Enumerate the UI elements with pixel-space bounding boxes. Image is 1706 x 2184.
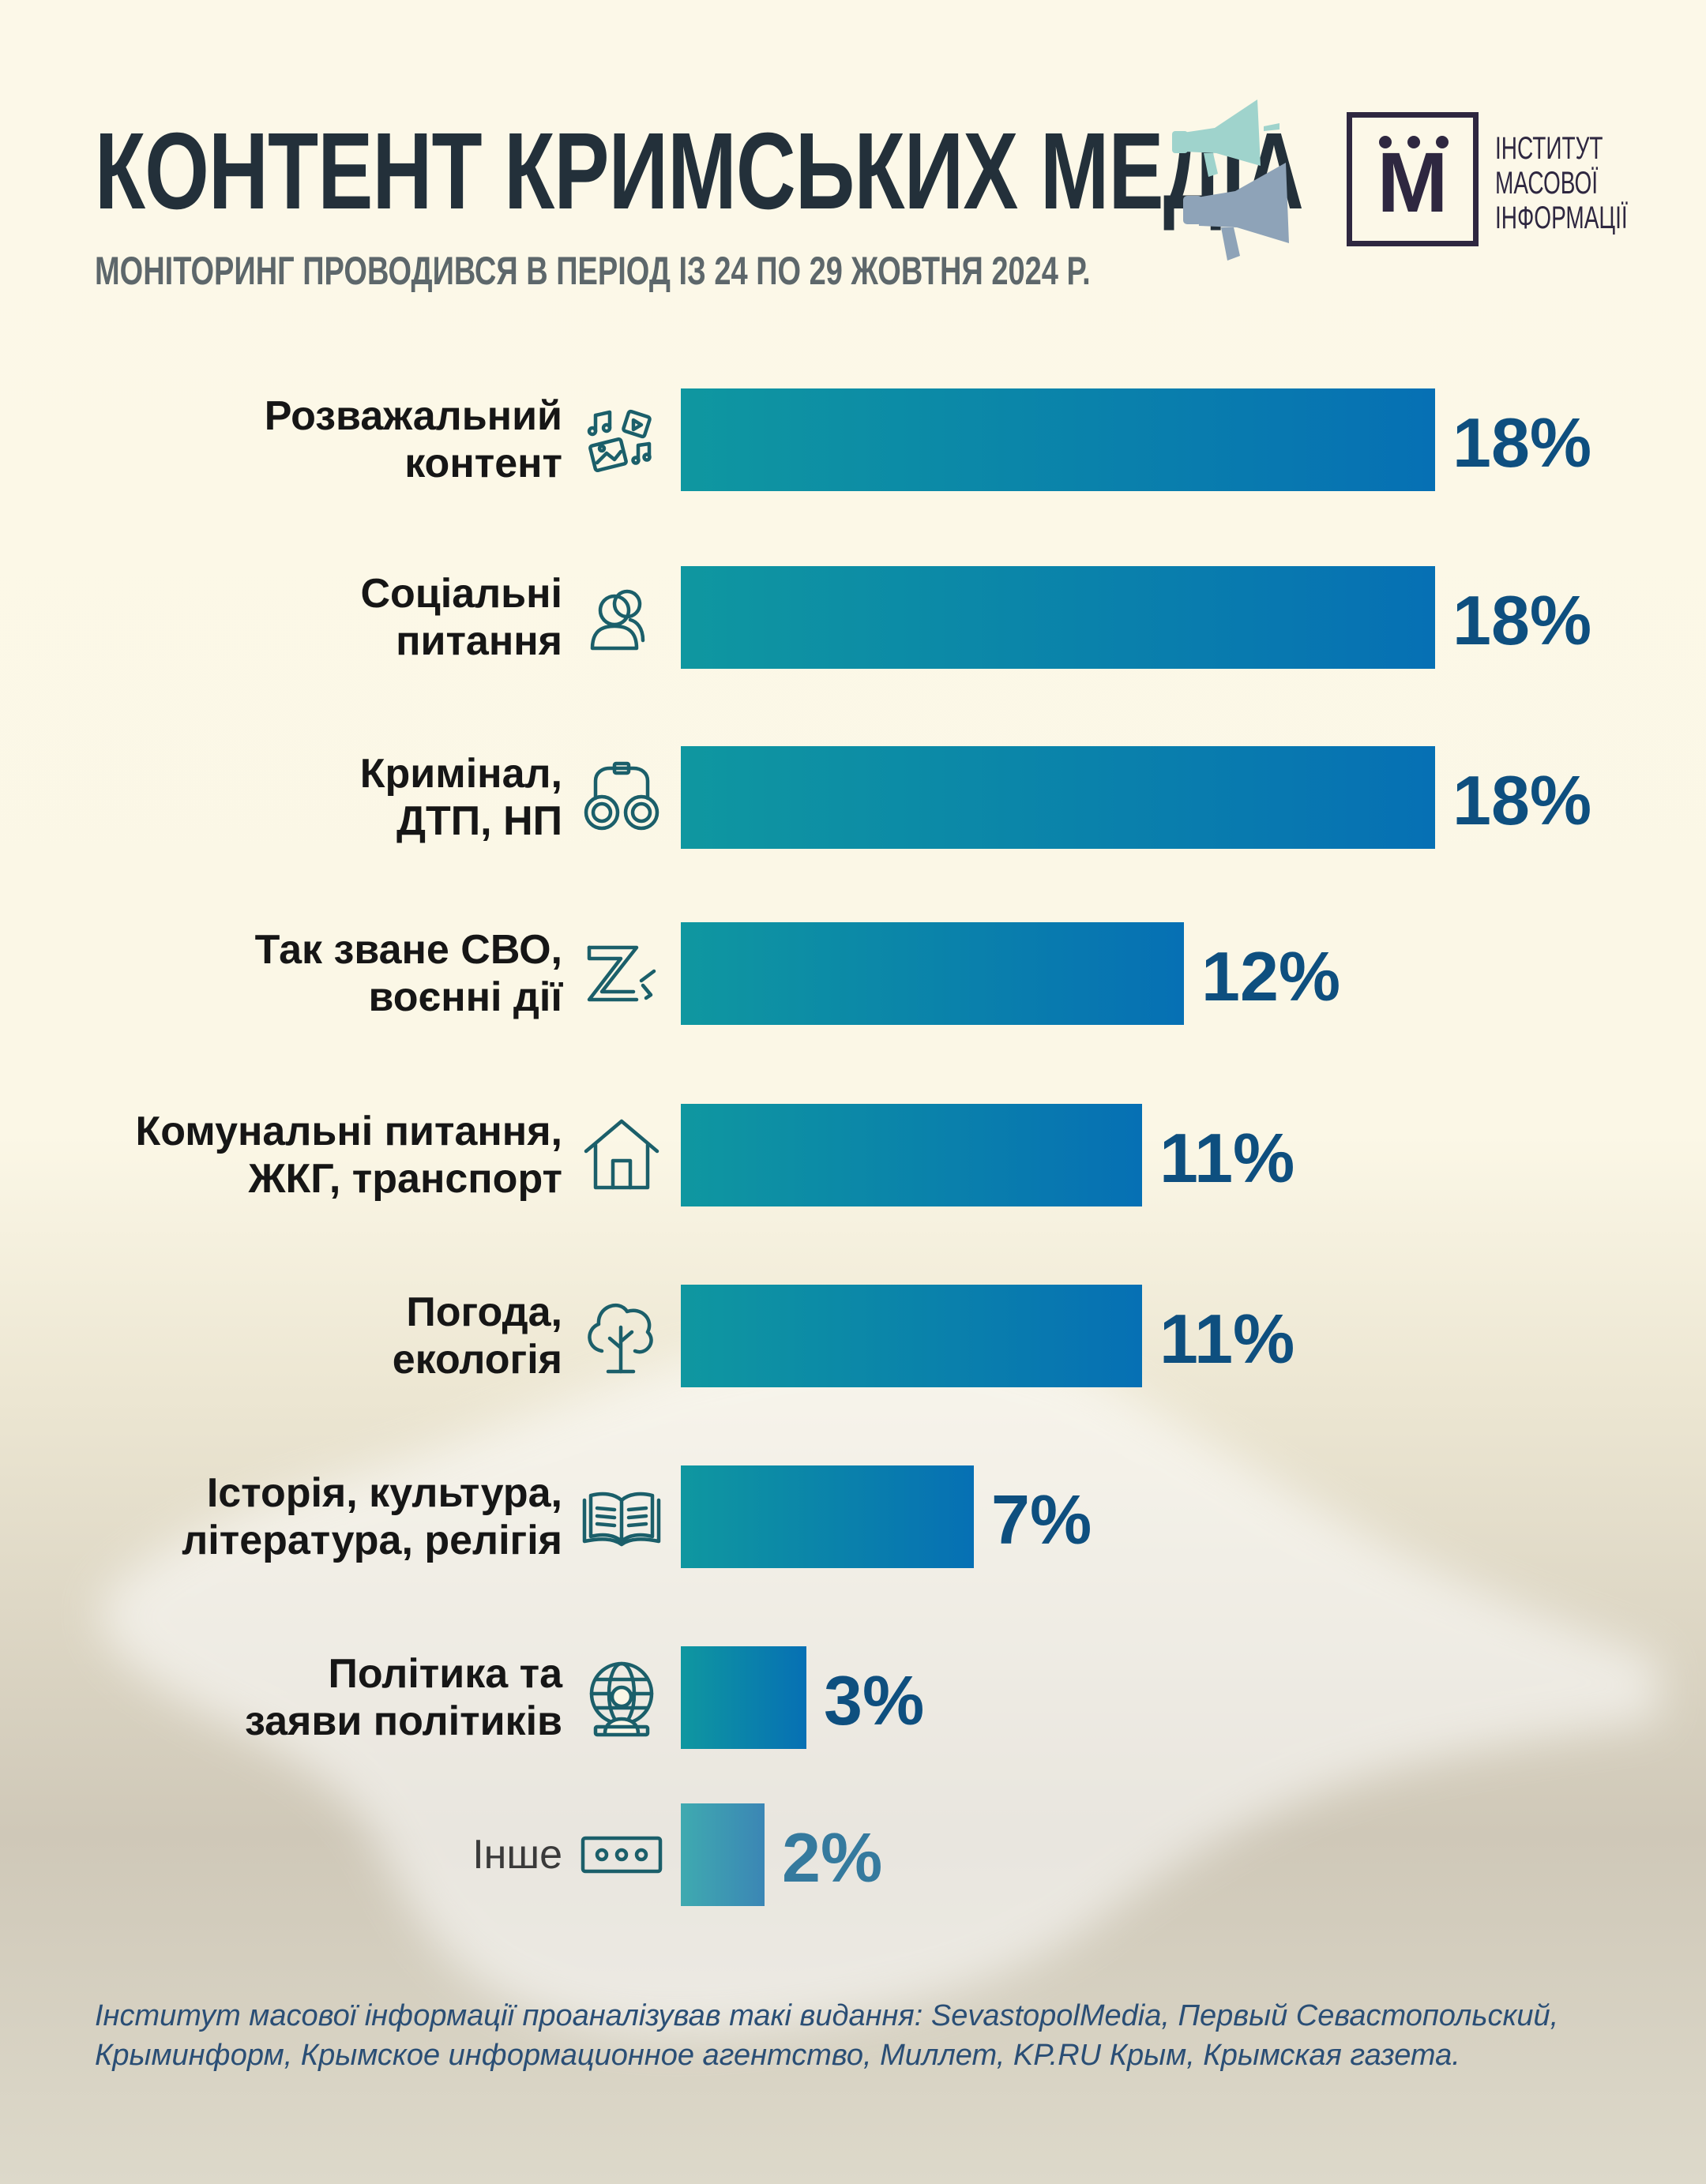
bar-value-label: 2% [782,1818,883,1897]
category-label-line: Інше [472,1832,562,1878]
bar-value-label: 3% [824,1661,925,1739]
bar [681,1803,765,1906]
category-label: Розважальний контент [47,392,562,487]
category-label-line: Політика та [328,1651,562,1697]
media-entertainment-icon [587,409,652,472]
logo-letter: М [1377,134,1449,230]
house-icon [584,1119,659,1190]
logo-text-line: ІНСТИТУТ [1495,131,1603,166]
z-symbol-icon [587,945,656,1002]
bar-value-label: 12% [1201,937,1341,1015]
dots-box-icon [581,1836,663,1874]
bar [681,922,1184,1025]
megaphone-icon [1172,99,1289,261]
category-label-line: воєнні дії [368,974,562,1020]
category-label-line: ЖКГ, транспорт [248,1156,562,1202]
category-label: Так зване СВО, воєнні дії [47,926,562,1021]
category-label-line: Погода, [406,1289,562,1335]
category-label-line: заяви політиків [244,1698,562,1744]
category-label: Історія, культура, література, релігія [47,1469,562,1564]
category-label-line: ДТП, НП [396,798,562,844]
bar [681,1465,974,1568]
logo-text-line: ІНФОРМАЦІЇ [1495,201,1628,235]
page-subtitle: МОНІТОРИНГ ПРОВОДИВСЯ В ПЕРІОД ІЗ 24 ПО … [95,249,1091,293]
category-label: Соціальні питання [47,570,562,665]
category-label-line: Так зване СВО, [254,927,562,973]
logo-text-line: МАСОВОЇ [1495,166,1599,201]
bar-value-label: 7% [991,1480,1092,1559]
category-label-line: контент [404,441,562,486]
category-label-line: Соціальні [360,571,562,617]
category-label: Кримінал, ДТП, НП [47,750,562,845]
category-label: Політика та заяви політиків [47,1650,562,1745]
category-label-line: питання [396,618,562,664]
people-icon [590,589,645,651]
category-label-line: Комунальні питання, [135,1109,562,1154]
category-label: Інше [47,1831,562,1878]
bar [681,746,1435,849]
bar [681,388,1435,491]
tree-icon [588,1303,653,1374]
category-label-line: екологія [392,1337,562,1383]
globe-speaker-icon [589,1661,654,1737]
category-label-line: Історія, культура, [206,1470,562,1516]
bar [681,1285,1142,1387]
open-book-icon [582,1492,661,1547]
footnote: Інститут масової інформації проаналізува… [95,1996,1627,2075]
bar-value-label: 18% [1452,581,1592,659]
logo-dots-icon [1379,136,1449,148]
bar [681,566,1435,669]
footnote-line: Інститут масової інформації проаналізува… [95,1999,1559,2032]
category-label: Комунальні питання, ЖКГ, транспорт [47,1108,562,1203]
logo: М [1347,112,1479,246]
category-label-line: Розважальний [264,393,562,439]
handcuffs-icon [584,761,659,831]
logo-text: ІНСТИТУТ МАСОВОЇ ІНФОРМАЦІЇ [1495,131,1628,235]
bar [681,1646,806,1749]
category-label-line: Кримінал, [359,751,562,797]
footnote-line: Крыминформ, Крымское информационное аген… [95,2039,1460,2072]
bar-value-label: 18% [1452,403,1592,482]
page-title: КОНТЕНТ КРИМСЬКИХ МЕДІА [95,111,1304,232]
bar-value-label: 11% [1159,1300,1295,1378]
bar [681,1104,1142,1206]
bar-value-label: 11% [1159,1119,1295,1197]
category-label-line: література, релігія [182,1518,562,1563]
category-label: Погода, екологія [47,1289,562,1383]
bar-value-label: 18% [1452,761,1592,839]
